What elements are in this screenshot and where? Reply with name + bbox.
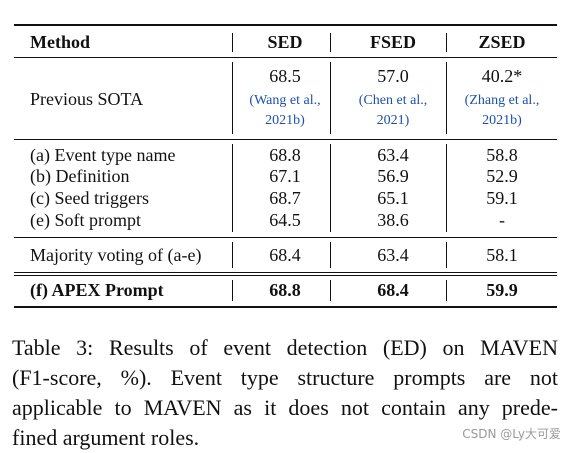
column-divider <box>232 242 233 268</box>
value-cell: 68.7 <box>269 188 301 208</box>
row-label: (f) APEX Prompt <box>30 280 164 300</box>
column-divider <box>232 33 233 52</box>
caption-line: applicable to MAVEN as it does not conta… <box>12 395 558 420</box>
value-cell: 40.2* <box>481 66 523 86</box>
caption-line: Table 3: Results of event detection (ED)… <box>12 335 558 360</box>
column-divider <box>232 144 233 232</box>
value-cell: 68.5 <box>269 66 301 86</box>
value-cell: 58.8 <box>486 145 518 165</box>
rule <box>14 275 557 276</box>
rule <box>14 306 557 308</box>
header-cell: SED <box>267 32 303 52</box>
citation: (Chen et al., <box>358 93 428 108</box>
caption-line: (F1-score, %). Event type structure prom… <box>12 365 558 390</box>
rule <box>14 237 557 238</box>
column-divider <box>446 33 447 52</box>
header-cell: FSED <box>369 32 417 52</box>
value-cell: 58.1 <box>486 245 518 265</box>
value-cell: 52.9 <box>486 166 518 186</box>
row-label: (c) Seed triggers <box>30 188 149 208</box>
value-cell: 68.4 <box>269 245 301 265</box>
value-cell: 68.8 <box>269 280 301 300</box>
row-label: (e) Soft prompt <box>30 210 141 230</box>
citation: (Zhang et al., <box>464 93 540 108</box>
value-cell: 67.1 <box>269 166 301 186</box>
value-cell: 68.8 <box>269 145 301 165</box>
column-divider <box>330 62 331 134</box>
value-cell: 63.4 <box>377 145 409 165</box>
header-cell: Method <box>30 32 90 52</box>
watermark: CSDN @Ly大可爱 <box>462 425 561 442</box>
value-cell: 63.4 <box>377 245 409 265</box>
row-label: Previous SOTA <box>30 89 144 109</box>
citation: 2021) <box>376 113 410 128</box>
column-divider <box>446 242 447 268</box>
value-cell: 59.1 <box>486 188 518 208</box>
value-cell: - <box>499 210 505 230</box>
citation: (Wang et al., <box>249 93 321 108</box>
value-cell: 65.1 <box>377 188 409 208</box>
rule <box>14 57 557 58</box>
value-cell: 38.6 <box>377 210 409 230</box>
column-divider <box>232 62 233 134</box>
rule <box>14 24 557 26</box>
column-divider <box>446 62 447 134</box>
column-divider <box>330 280 331 301</box>
caption-line: fined argument roles. <box>12 425 200 450</box>
column-divider <box>446 280 447 301</box>
value-cell: 56.9 <box>377 166 409 186</box>
rule <box>14 272 557 273</box>
value-cell: 59.9 <box>486 280 518 300</box>
citation: 2021b) <box>265 113 305 128</box>
header-cell: ZSED <box>478 32 526 52</box>
column-divider <box>330 242 331 268</box>
caption: Table 3: Results of event detection (ED)… <box>12 333 558 453</box>
value-cell: 64.5 <box>269 210 301 230</box>
row-label: (b) Definition <box>30 166 130 186</box>
column-divider <box>330 144 331 232</box>
value-cell: 68.4 <box>377 280 409 300</box>
row-label: (a) Event type name <box>30 145 176 165</box>
row-label: Majority voting of (a-e) <box>30 245 202 265</box>
value-cell: 57.0 <box>377 66 409 86</box>
column-divider <box>232 280 233 301</box>
column-divider <box>330 33 331 52</box>
rule <box>14 139 557 140</box>
column-divider <box>446 144 447 232</box>
citation: 2021b) <box>482 113 522 128</box>
